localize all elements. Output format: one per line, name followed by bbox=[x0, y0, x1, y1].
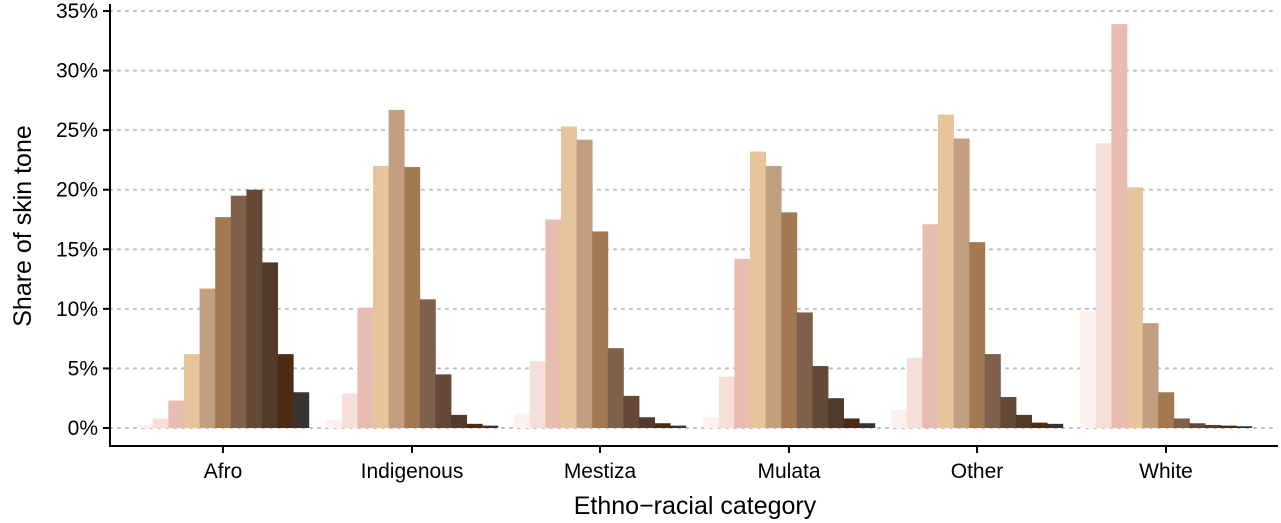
x-tick-label: Mulata bbox=[757, 460, 820, 483]
bar bbox=[891, 410, 908, 428]
bar bbox=[435, 374, 452, 428]
y-tick-label: 0% bbox=[68, 417, 98, 440]
bar bbox=[451, 414, 467, 428]
bar bbox=[184, 354, 200, 428]
bar bbox=[262, 262, 278, 428]
bar bbox=[922, 224, 939, 428]
x-axis-title: Ethno−racial category bbox=[574, 492, 817, 520]
bar bbox=[843, 418, 860, 428]
bar bbox=[953, 138, 970, 429]
bar bbox=[906, 357, 923, 428]
bar bbox=[1189, 423, 1206, 428]
bar bbox=[199, 288, 216, 428]
bar bbox=[734, 258, 751, 428]
y-tick-label: 35% bbox=[56, 0, 98, 23]
bar bbox=[607, 348, 624, 428]
gridlines bbox=[109, 10, 1279, 429]
bar bbox=[1080, 311, 1097, 428]
bar bbox=[1031, 422, 1048, 428]
bar bbox=[969, 242, 986, 428]
bar bbox=[1000, 397, 1017, 428]
bar bbox=[419, 299, 436, 428]
bar bbox=[168, 400, 185, 428]
x-axis: Afro Indigenous Mestiza Mulata Other White bbox=[109, 445, 1278, 483]
bar bbox=[388, 109, 405, 428]
bar bbox=[1173, 418, 1190, 428]
bar bbox=[1016, 414, 1032, 428]
bar bbox=[984, 354, 1001, 428]
y-axis: 0% 5% 10% 15% 20% 25% 30% 35% bbox=[56, 0, 111, 446]
bar bbox=[938, 114, 954, 428]
bar bbox=[1142, 323, 1159, 428]
bars bbox=[137, 24, 1253, 429]
bar bbox=[1205, 425, 1221, 428]
bar bbox=[215, 217, 232, 428]
bar bbox=[859, 423, 876, 428]
y-tick-label: 10% bbox=[56, 298, 98, 321]
bar bbox=[654, 423, 671, 428]
bar bbox=[1127, 187, 1143, 428]
bar bbox=[576, 139, 593, 428]
bar bbox=[277, 354, 294, 428]
y-tick-label: 15% bbox=[56, 238, 98, 261]
bar bbox=[828, 398, 844, 428]
bar bbox=[703, 417, 720, 428]
bar bbox=[514, 413, 531, 428]
bar bbox=[404, 167, 421, 428]
bar bbox=[529, 361, 546, 428]
bar bbox=[639, 417, 655, 428]
bar bbox=[293, 392, 310, 428]
bar bbox=[1111, 24, 1128, 429]
bar bbox=[1047, 423, 1064, 428]
bar bbox=[246, 189, 263, 428]
bar bbox=[561, 126, 577, 428]
bar bbox=[623, 395, 640, 428]
x-tick-label: Mestiza bbox=[564, 460, 637, 483]
bar bbox=[373, 165, 389, 428]
x-tick-label: Other bbox=[951, 460, 1004, 483]
bar bbox=[1220, 425, 1237, 428]
bar bbox=[152, 418, 169, 428]
y-tick-label: 25% bbox=[56, 119, 98, 142]
bar bbox=[592, 231, 609, 428]
x-tick-label: Indigenous bbox=[361, 460, 464, 483]
y-tick-label: 30% bbox=[56, 60, 98, 83]
bar bbox=[718, 376, 735, 428]
bar bbox=[750, 151, 766, 429]
bar bbox=[341, 393, 358, 428]
bar bbox=[230, 195, 247, 428]
bar bbox=[482, 425, 499, 428]
bar bbox=[545, 219, 562, 428]
bar bbox=[466, 423, 483, 428]
bar bbox=[357, 307, 374, 428]
x-tick-label: Afro bbox=[204, 460, 243, 483]
bar bbox=[812, 366, 829, 428]
bar bbox=[1095, 143, 1112, 428]
y-tick-label: 5% bbox=[68, 357, 98, 380]
bar bbox=[326, 419, 343, 428]
bar bbox=[1236, 426, 1253, 428]
bar bbox=[670, 425, 687, 428]
bar bbox=[765, 165, 782, 428]
x-tick-label: White bbox=[1139, 460, 1193, 483]
bar bbox=[781, 212, 798, 428]
y-axis-title: Share of skin tone bbox=[9, 125, 37, 327]
bar bbox=[796, 312, 813, 428]
bar bbox=[137, 424, 154, 428]
y-tick-label: 20% bbox=[56, 179, 98, 202]
bar bbox=[1158, 392, 1175, 428]
